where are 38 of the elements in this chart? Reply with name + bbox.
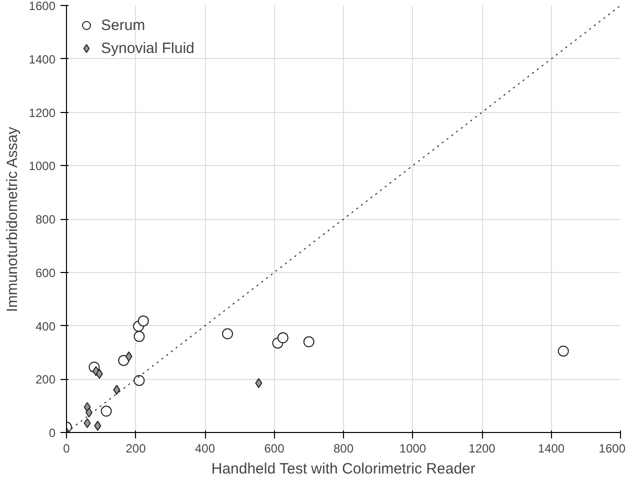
point: [222, 328, 234, 340]
y-tick-label: 1200: [28, 106, 56, 120]
legend-label: Serum: [101, 16, 146, 34]
point: [303, 336, 314, 348]
x-tick-label: 200: [126, 442, 146, 456]
y-tick-label: 800: [35, 212, 56, 226]
x-tick-label: 800: [333, 442, 354, 456]
point: [277, 332, 288, 344]
point: [84, 418, 91, 428]
y-tick-label: 1600: [28, 0, 56, 13]
point: [558, 346, 569, 357]
x-tick-label: 1000: [399, 442, 426, 456]
y-tick-label: 1000: [28, 159, 56, 174]
x-tick-label: 400: [194, 442, 216, 456]
y-tick-label: 200: [35, 372, 56, 387]
legend-label: Synovial Fluid: [101, 40, 194, 56]
point: [100, 406, 112, 417]
point: [118, 354, 130, 366]
y-tick-label: 400: [35, 319, 56, 334]
point: [134, 330, 145, 342]
x-tick-label: 1400: [538, 442, 565, 456]
point: [255, 378, 262, 388]
y-tick-label: 1400: [28, 52, 56, 66]
x-tick-label: 600: [264, 442, 285, 456]
x-axis-title: Handheld Test with Colorimetric Reader: [211, 460, 476, 478]
point: [86, 407, 93, 418]
point: [113, 384, 120, 395]
point: [94, 420, 102, 431]
y-tick-label: 0: [48, 426, 56, 440]
point: [96, 368, 103, 379]
y-axis-title: Immunoturbidometric Assay: [4, 126, 21, 312]
x-tick-label: 0: [63, 442, 70, 456]
point: [125, 351, 132, 362]
y-tick-label: 600: [35, 266, 56, 280]
x-tick-label: 1600: [598, 442, 626, 456]
point: [134, 374, 145, 386]
point: [138, 315, 149, 326]
x-tick-label: 1200: [468, 442, 496, 456]
